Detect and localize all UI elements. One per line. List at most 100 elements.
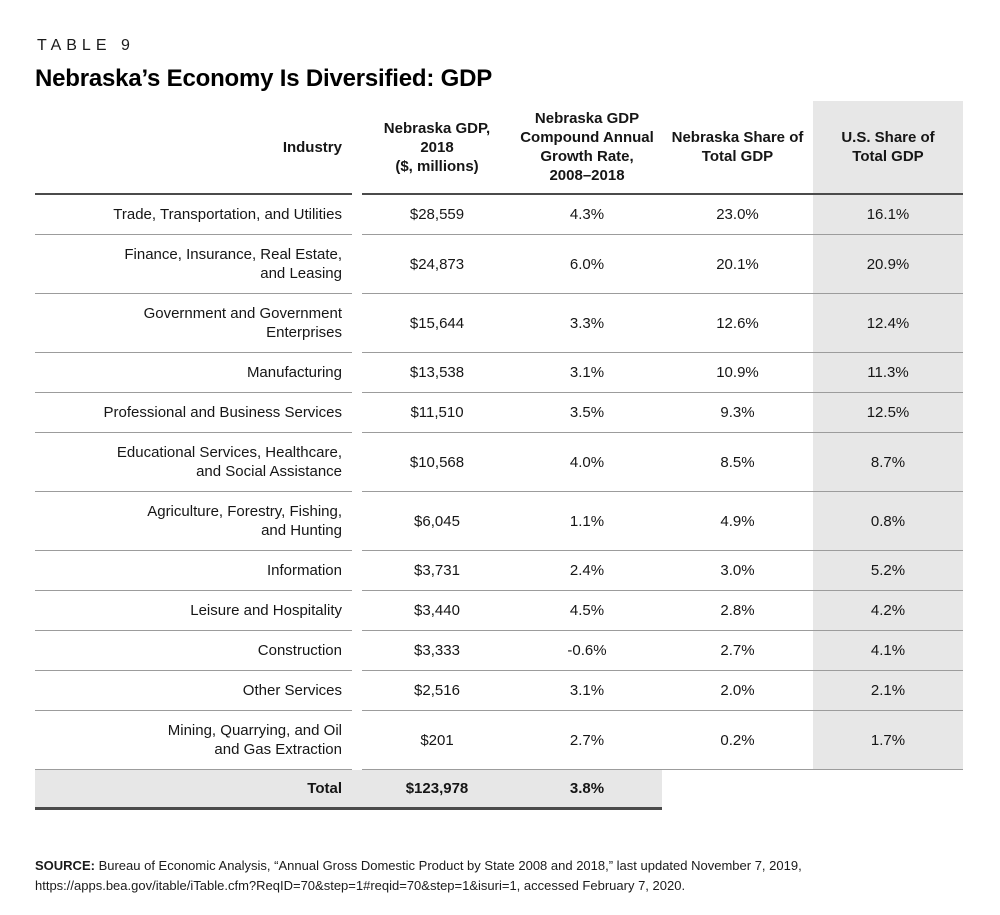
us-share-cell: 1.7% xyxy=(813,710,963,770)
total-growth-value: 3.8% xyxy=(512,769,662,810)
column-header-nebraska-share: Nebraska Share of Total GDP xyxy=(662,101,813,195)
industry-cell: Trade, Transportation, and Utilities xyxy=(35,194,352,235)
header-row: Industry Nebraska GDP, 2018 ($, millions… xyxy=(35,101,963,195)
us-share-cell: 4.1% xyxy=(813,630,963,671)
nebraska-share-cell: 2.8% xyxy=(662,590,813,631)
us-share-cell: 8.7% xyxy=(813,432,963,492)
gdp-table: Industry Nebraska GDP, 2018 ($, millions… xyxy=(35,101,963,810)
source-note: SOURCE: Bureau of Economic Analysis, “An… xyxy=(35,856,870,896)
column-gap xyxy=(352,294,362,353)
report-page: TABLE 9 Nebraska’s Economy Is Diversifie… xyxy=(35,37,963,896)
total-gdp-value: $123,978 xyxy=(362,769,512,810)
growth-rate-cell: 3.3% xyxy=(512,293,662,353)
total-label: Total xyxy=(35,769,352,810)
source-label: SOURCE: xyxy=(35,858,95,873)
column-gap xyxy=(352,393,362,433)
us-share-cell: 4.2% xyxy=(813,590,963,631)
table-row: Professional and Business Services $11,51… xyxy=(35,392,963,433)
source-text: Bureau of Economic Analysis, “Annual Gro… xyxy=(35,858,802,893)
growth-rate-cell: 3.5% xyxy=(512,392,662,433)
industry-cell: Educational Services, Healthcare, and So… xyxy=(35,432,352,492)
gdp-cell: $13,538 xyxy=(362,352,512,393)
total-empty-nebraska-share xyxy=(662,770,813,809)
industry-cell: Construction xyxy=(35,630,352,671)
column-gap xyxy=(352,671,362,711)
table-row: Government and Government Enterprises $15… xyxy=(35,293,963,353)
nebraska-share-cell: 8.5% xyxy=(662,432,813,492)
growth-rate-cell: -0.6% xyxy=(512,630,662,671)
total-empty-us-share xyxy=(813,770,963,809)
table-body: Trade, Transportation, and Utilities $28,… xyxy=(35,194,963,770)
gdp-cell: $3,731 xyxy=(362,550,512,591)
table-row: Trade, Transportation, and Utilities $28,… xyxy=(35,194,963,235)
nebraska-share-cell: 10.9% xyxy=(662,352,813,393)
table-row: Finance, Insurance, Real Estate, and Lea… xyxy=(35,234,963,294)
industry-cell: Leisure and Hospitality xyxy=(35,590,352,631)
growth-rate-cell: 3.1% xyxy=(512,670,662,711)
nebraska-share-cell: 23.0% xyxy=(662,194,813,235)
column-header-industry: Industry xyxy=(35,101,352,195)
gdp-cell: $3,440 xyxy=(362,590,512,631)
growth-rate-cell: 4.5% xyxy=(512,590,662,631)
column-gap xyxy=(352,353,362,393)
column-gap xyxy=(352,101,362,194)
column-gap xyxy=(352,194,362,235)
nebraska-share-cell: 12.6% xyxy=(662,293,813,353)
table-row: Manufacturing $13,538 3.1% 10.9% 11.3% xyxy=(35,352,963,393)
gdp-cell: $11,510 xyxy=(362,392,512,433)
column-header-nebraska-gdp: Nebraska GDP, 2018 ($, millions) xyxy=(362,101,512,195)
industry-cell: Manufacturing xyxy=(35,352,352,393)
industry-cell: Professional and Business Services xyxy=(35,392,352,433)
gdp-cell: $2,516 xyxy=(362,670,512,711)
gdp-cell: $201 xyxy=(362,710,512,770)
growth-rate-cell: 3.1% xyxy=(512,352,662,393)
column-gap xyxy=(352,711,362,770)
us-share-cell: 2.1% xyxy=(813,670,963,711)
table-title: Nebraska’s Economy Is Diversified: GDP xyxy=(35,65,493,92)
column-gap xyxy=(352,631,362,671)
column-gap xyxy=(352,492,362,551)
industry-cell: Agriculture, Forestry, Fishing, and Hunt… xyxy=(35,491,352,551)
us-share-cell: 12.4% xyxy=(813,293,963,353)
industry-cell: Other Services xyxy=(35,670,352,711)
table-row: Construction $3,333 -0.6% 2.7% 4.1% xyxy=(35,630,963,671)
us-share-cell: 0.8% xyxy=(813,491,963,551)
nebraska-share-cell: 0.2% xyxy=(662,710,813,770)
column-gap xyxy=(352,235,362,294)
gdp-cell: $6,045 xyxy=(362,491,512,551)
us-share-cell: 11.3% xyxy=(813,352,963,393)
us-share-cell: 16.1% xyxy=(813,194,963,235)
us-share-cell: 5.2% xyxy=(813,550,963,591)
growth-rate-cell: 6.0% xyxy=(512,234,662,294)
industry-cell: Information xyxy=(35,550,352,591)
table-row: Educational Services, Healthcare, and So… xyxy=(35,432,963,492)
table-row: Agriculture, Forestry, Fishing, and Hunt… xyxy=(35,491,963,551)
gdp-cell: $15,644 xyxy=(362,293,512,353)
growth-rate-cell: 4.0% xyxy=(512,432,662,492)
nebraska-share-cell: 4.9% xyxy=(662,491,813,551)
table-row: Other Services $2,516 3.1% 2.0% 2.1% xyxy=(35,670,963,711)
gdp-cell: $3,333 xyxy=(362,630,512,671)
nebraska-share-cell: 20.1% xyxy=(662,234,813,294)
growth-rate-cell: 2.4% xyxy=(512,550,662,591)
table-row: Mining, Quarrying, and Oil and Gas Extra… xyxy=(35,710,963,770)
gdp-cell: $28,559 xyxy=(362,194,512,235)
nebraska-share-cell: 2.0% xyxy=(662,670,813,711)
growth-rate-cell: 1.1% xyxy=(512,491,662,551)
total-row: Total $123,978 3.8% xyxy=(35,769,963,810)
column-header-us-share: U.S. Share of Total GDP xyxy=(813,101,963,195)
nebraska-share-cell: 3.0% xyxy=(662,550,813,591)
table-number-label: TABLE 9 xyxy=(37,37,135,54)
industry-cell: Government and Government Enterprises xyxy=(35,293,352,353)
column-gap xyxy=(352,591,362,631)
nebraska-share-cell: 2.7% xyxy=(662,630,813,671)
table-row: Leisure and Hospitality $3,440 4.5% 2.8% 4.2… xyxy=(35,590,963,631)
column-header-growth-rate: Nebraska GDP Compound Annual Growth Rate… xyxy=(512,101,662,195)
growth-rate-cell: 2.7% xyxy=(512,710,662,770)
us-share-cell: 20.9% xyxy=(813,234,963,294)
table-row: Information $3,731 2.4% 3.0% 5.2% xyxy=(35,550,963,591)
gdp-cell: $10,568 xyxy=(362,432,512,492)
industry-cell: Finance, Insurance, Real Estate, and Lea… xyxy=(35,234,352,294)
growth-rate-cell: 4.3% xyxy=(512,194,662,235)
industry-cell: Mining, Quarrying, and Oil and Gas Extra… xyxy=(35,710,352,770)
